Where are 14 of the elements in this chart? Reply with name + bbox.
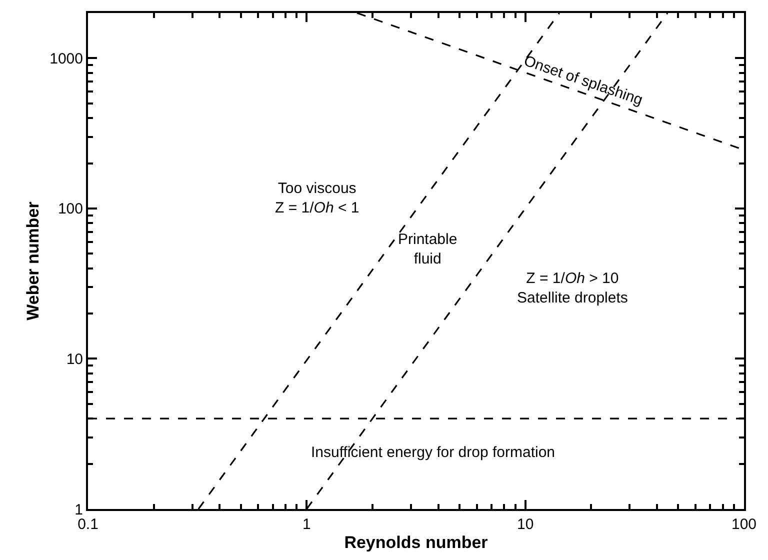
y-tick-label: 1000 <box>50 50 83 68</box>
y-tick-label: 100 <box>58 200 83 218</box>
x-tick-label: 0.1 <box>78 516 98 533</box>
y-axis-title: Weber number <box>24 201 43 320</box>
x-axis-title: Reynolds number <box>344 532 488 552</box>
annotation: Printable fluid <box>398 231 458 268</box>
y-tick-label: 10 <box>66 350 83 368</box>
x-tick-label: 100 <box>731 516 757 533</box>
x-tick-label: 1 <box>302 516 311 533</box>
x-tick-label: 10 <box>516 516 534 533</box>
annotation: Z = 1/Oh > 10 Satellite droplets <box>517 270 628 306</box>
annotation: Insufficient energy for drop formation <box>311 444 556 461</box>
y-tick-label: 1 <box>74 501 83 518</box>
annotation: Too viscous Z = 1/Oh < 1 <box>275 180 360 216</box>
